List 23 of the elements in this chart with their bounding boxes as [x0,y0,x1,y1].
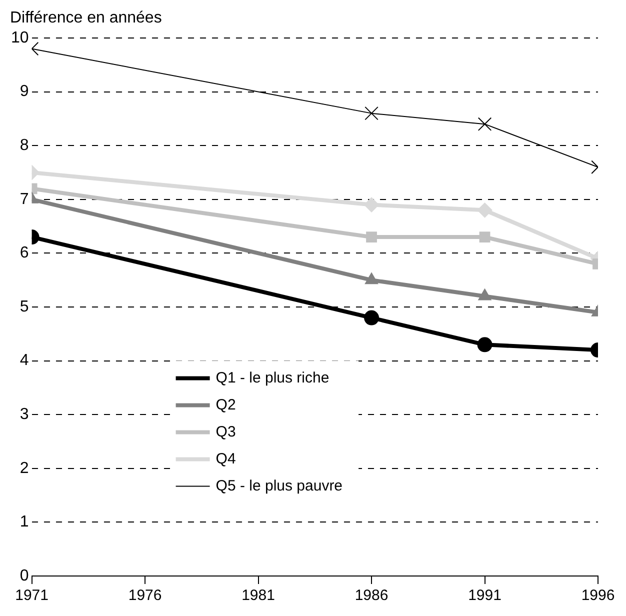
y-tick-label: 7 [20,190,29,208]
x-tick-label: 1971 [15,587,48,604]
y-tick-label: 10 [11,29,29,46]
x-tick-label: 1976 [128,587,162,604]
x-tick-label: 1991 [468,587,502,604]
legend-label: Q5 - le plus pauvre [216,477,343,494]
legend-label: Q2 [216,396,236,414]
y-tick-label: 6 [20,244,29,262]
y-tick-label: 3 [20,406,29,424]
y-tick-label: 9 [20,83,29,100]
y-tick-label: 5 [20,298,29,316]
y-tick-label: 1 [20,514,29,531]
legend-label: Q4 [216,450,236,468]
legend-label: Q1 - le plus riche [216,369,330,386]
legend-label: Q3 [216,423,236,440]
x-tick-label: 1986 [354,587,388,604]
y-tick-label: 4 [20,352,29,370]
y-tick-label: 8 [20,137,29,154]
x-tick-label: 1981 [242,587,275,604]
y-tick-label: 0 [20,567,29,584]
y-axis-title: Différence en années [10,9,162,26]
y-tick-label: 2 [20,460,29,477]
x-tick-label: 1996 [581,587,615,604]
